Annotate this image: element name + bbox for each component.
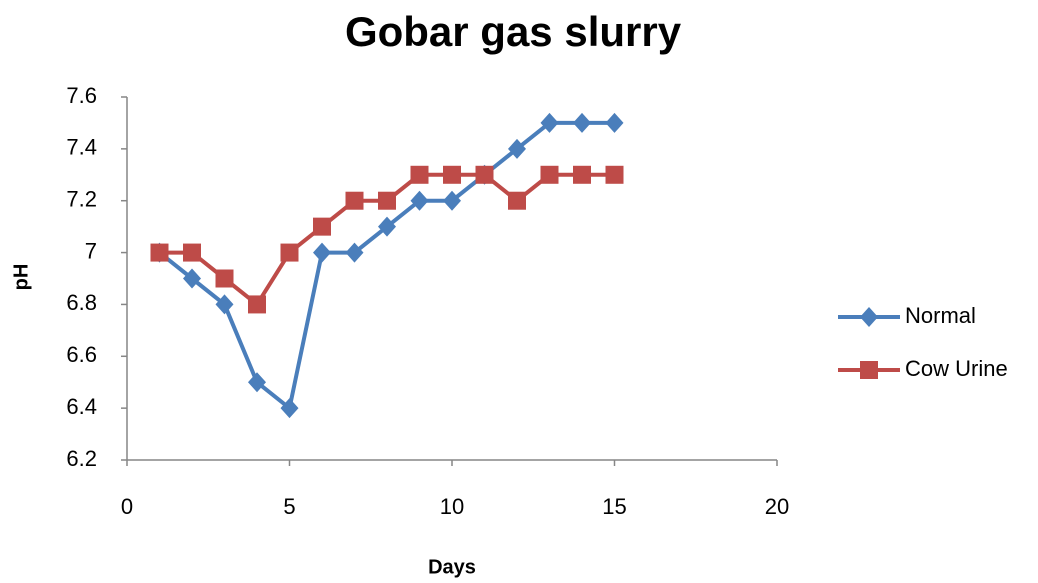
data-point	[605, 165, 624, 184]
data-point	[248, 295, 266, 314]
data-point	[313, 217, 331, 236]
data-point	[345, 242, 364, 263]
data-point	[410, 165, 429, 184]
y-tick-label: 6.4	[66, 394, 97, 419]
legend-label: Normal	[905, 303, 976, 328]
data-point	[280, 243, 299, 262]
series-line	[158, 120, 615, 412]
y-tick-label: 6.6	[66, 342, 97, 367]
data-point	[508, 191, 526, 210]
data-point	[475, 165, 494, 184]
y-tick-label: 7	[85, 238, 97, 263]
legend-marker	[860, 307, 878, 327]
x-tick-label: 15	[602, 494, 626, 519]
legend-marker	[860, 361, 878, 379]
data-point	[313, 242, 331, 263]
data-point	[443, 165, 461, 184]
x-tick-label: 10	[440, 494, 464, 519]
data-point	[215, 294, 234, 315]
data-point	[215, 269, 234, 288]
data-point	[248, 372, 266, 393]
x-tick-label: 5	[283, 494, 295, 519]
y-tick-label: 7.6	[66, 83, 97, 108]
x-tick-label: 20	[765, 494, 789, 519]
data-point	[540, 112, 559, 133]
chart-title: Gobar gas slurry	[345, 8, 682, 55]
data-point	[443, 190, 461, 211]
data-point	[378, 216, 396, 237]
data-point	[573, 112, 591, 133]
data-point	[540, 165, 559, 184]
data-point	[280, 398, 299, 419]
data-point	[150, 243, 169, 262]
x-tick-label: 0	[121, 494, 133, 519]
data-point	[410, 190, 429, 211]
data-point	[183, 268, 201, 289]
y-axis-label: pH	[10, 264, 32, 291]
data-point	[345, 191, 364, 210]
data-point	[573, 165, 591, 184]
data-point	[378, 191, 396, 210]
data-point	[183, 243, 201, 262]
y-tick-label: 6.2	[66, 446, 97, 471]
x-axis-label: Days	[428, 556, 476, 578]
data-point	[605, 112, 624, 133]
y-tick-label: 7.4	[66, 135, 97, 160]
y-tick-label: 6.8	[66, 290, 97, 315]
legend-label: Cow Urine	[905, 356, 1008, 381]
y-tick-label: 7.2	[66, 187, 97, 212]
data-point	[508, 138, 526, 159]
